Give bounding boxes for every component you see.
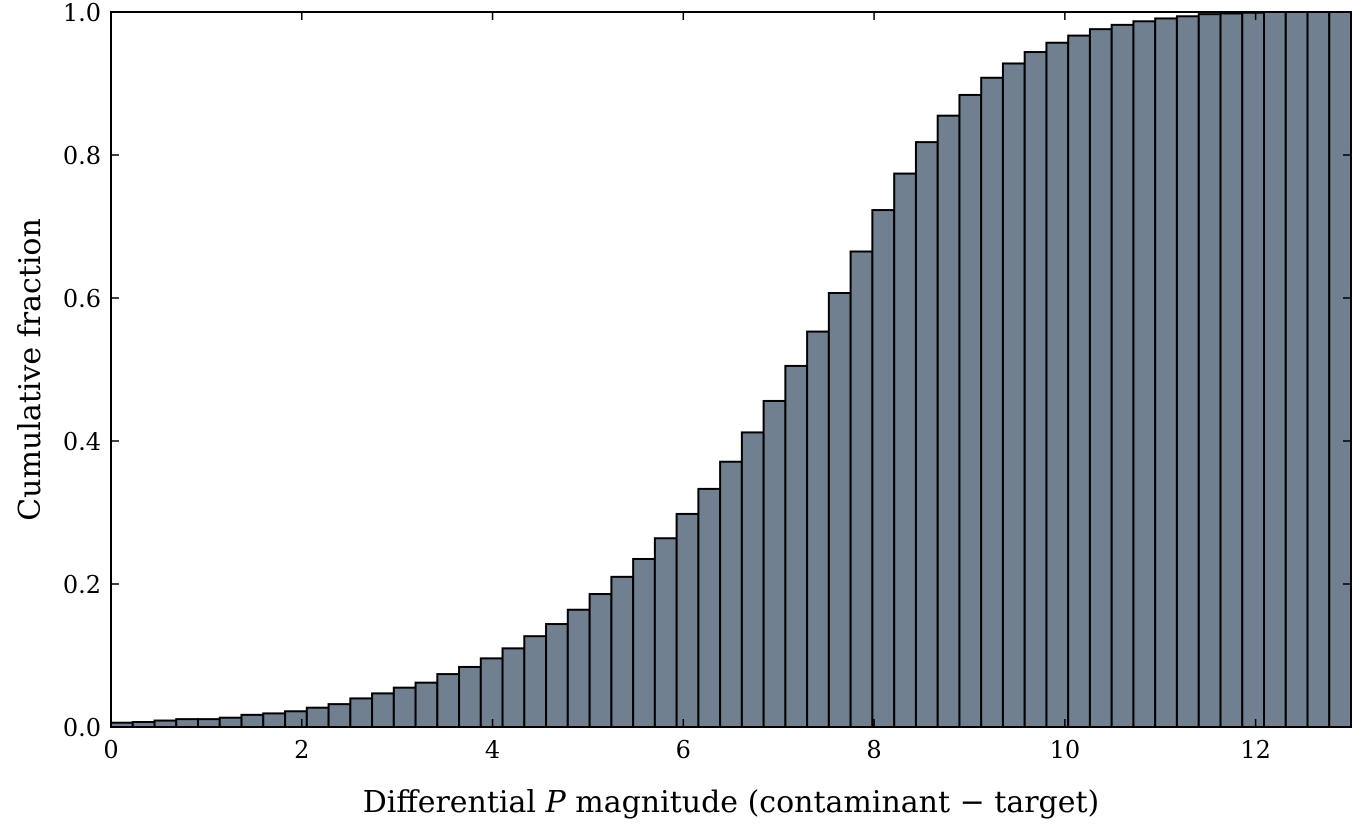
histogram-bar bbox=[284, 710, 308, 729]
histogram-bar bbox=[501, 647, 526, 728]
histogram-bar bbox=[849, 250, 874, 729]
y-tick-label: 0.8 bbox=[63, 142, 101, 170]
histogram-bar bbox=[784, 364, 809, 728]
x-axis-label-part-1: Differential bbox=[363, 785, 546, 820]
histogram-bar bbox=[458, 665, 482, 729]
histogram-bar bbox=[980, 76, 1004, 728]
histogram-bar bbox=[523, 635, 548, 728]
x-tick-label: 8 bbox=[866, 736, 881, 764]
x-tick-label: 0 bbox=[103, 736, 118, 764]
histogram-bar bbox=[1241, 11, 1266, 729]
histogram-bar bbox=[1154, 17, 1178, 728]
histogram-bar bbox=[697, 487, 722, 728]
histogram-bar bbox=[806, 330, 830, 728]
histogram-bar bbox=[936, 114, 961, 729]
histogram-bar bbox=[545, 623, 569, 728]
axes-frame bbox=[110, 11, 1352, 728]
y-tick-label: 0.0 bbox=[63, 714, 101, 742]
x-tick-label: 6 bbox=[676, 736, 691, 764]
histogram-bar bbox=[653, 537, 678, 728]
histogram-bar bbox=[610, 575, 635, 728]
histogram-bar bbox=[175, 718, 199, 729]
histogram-bar bbox=[893, 172, 917, 728]
histogram-bar bbox=[740, 431, 765, 728]
histogram-bar bbox=[1284, 11, 1309, 728]
histogram-bar bbox=[262, 712, 287, 728]
histogram-bar bbox=[218, 716, 243, 729]
histogram-bar bbox=[349, 697, 374, 729]
histogram-bar bbox=[1023, 51, 1048, 729]
y-tick-label: 0.4 bbox=[63, 428, 101, 456]
histogram-bar bbox=[392, 686, 417, 728]
x-axis-label-part-2: magnitude (contaminant − target) bbox=[566, 785, 1100, 820]
histogram-bar bbox=[240, 713, 265, 728]
histogram-bar bbox=[196, 718, 221, 729]
histogram-bar bbox=[958, 93, 983, 728]
x-axis-label-symbol: P bbox=[545, 785, 567, 820]
histogram-bar bbox=[414, 681, 439, 728]
histogram-bar bbox=[1197, 13, 1222, 728]
histogram-bar bbox=[566, 608, 591, 728]
histogram-bar bbox=[479, 657, 504, 728]
histogram-bar bbox=[588, 593, 613, 729]
y-axis-label: Cumulative fraction bbox=[13, 218, 48, 521]
histogram-bar bbox=[1045, 41, 1070, 728]
y-tick-label: 1.0 bbox=[63, 0, 101, 27]
histogram-bar bbox=[305, 706, 330, 729]
y-ticks-group: 0.0 0.2 0.4 0.6 0.8 1.0 bbox=[63, 0, 1351, 742]
x-axis-label: Differential P magnitude (contaminant − … bbox=[363, 785, 1100, 820]
bars-group bbox=[110, 11, 1352, 729]
x-tick-label: 12 bbox=[1240, 736, 1271, 764]
histogram-bar bbox=[1219, 12, 1244, 729]
histogram-bar bbox=[914, 141, 939, 728]
x-tick-label: 10 bbox=[1050, 736, 1081, 764]
histogram-bar bbox=[1175, 15, 1200, 729]
histogram-bar bbox=[1132, 20, 1157, 729]
histogram-bar bbox=[762, 399, 787, 728]
x-tick-label: 2 bbox=[294, 736, 309, 764]
histogram-bar bbox=[436, 673, 461, 729]
histogram-bar bbox=[871, 209, 896, 728]
x-ticks-group: 0 2 4 6 8 10 12 bbox=[103, 12, 1271, 764]
histogram-bar bbox=[719, 460, 743, 728]
y-tick-label: 0.2 bbox=[63, 571, 101, 599]
x-tick-label: 4 bbox=[485, 736, 500, 764]
histogram-bar bbox=[1067, 34, 1091, 729]
histogram-bar bbox=[1110, 23, 1135, 729]
histogram-bar bbox=[1263, 11, 1287, 728]
histogram-bar bbox=[1001, 62, 1026, 729]
histogram-bar bbox=[1088, 28, 1113, 729]
histogram-bar bbox=[327, 703, 352, 728]
histogram-bar bbox=[675, 512, 700, 728]
histogram-bar bbox=[1328, 11, 1352, 728]
y-tick-label: 0.6 bbox=[63, 285, 101, 313]
histogram-bar bbox=[371, 692, 395, 729]
histogram-bar bbox=[1306, 11, 1331, 728]
histogram-bar bbox=[632, 557, 656, 728]
histogram-bar bbox=[827, 292, 852, 728]
